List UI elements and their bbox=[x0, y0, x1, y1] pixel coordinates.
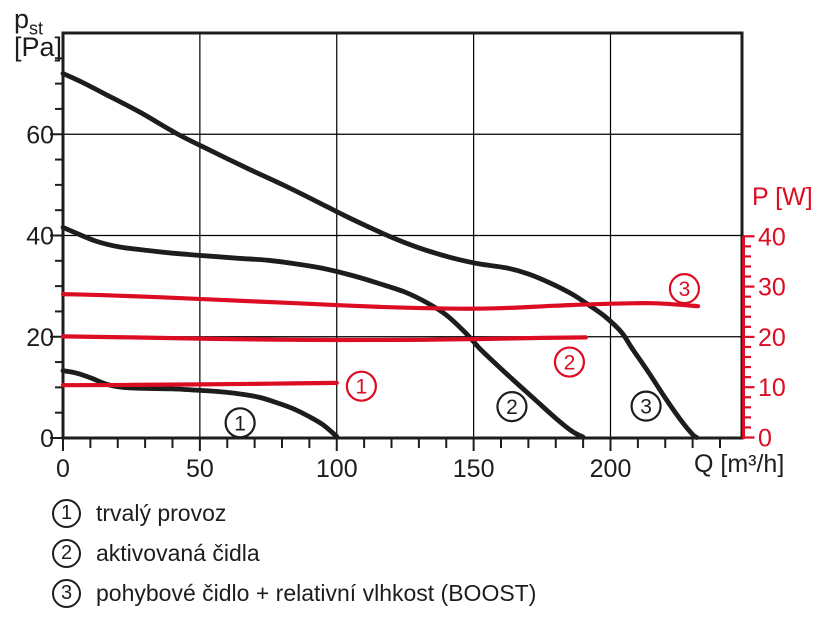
curve-marker-red-2: 2 bbox=[553, 346, 586, 378]
curve-marker-red-1: 1 bbox=[345, 370, 377, 402]
curve-marker-black-1: 1 bbox=[224, 407, 256, 439]
svg-text:3: 3 bbox=[640, 396, 652, 419]
x-axis-title: Q [m³/h] bbox=[694, 450, 785, 478]
x-tick-label-100: 100 bbox=[316, 455, 358, 483]
y-left-symbol-line: pst bbox=[14, 4, 62, 37]
legend-number-circle-3: 3 bbox=[52, 579, 81, 608]
curve-marker-black-2: 2 bbox=[496, 391, 528, 423]
y-right-axis-title: P [W] bbox=[752, 183, 813, 211]
curve-power-2 bbox=[60, 334, 588, 343]
y-left-unit: [Pa] bbox=[14, 31, 63, 62]
x-tick-label-150: 150 bbox=[453, 455, 495, 483]
y-left-tick-label-40: 40 bbox=[26, 223, 54, 251]
svg-text:2: 2 bbox=[564, 352, 576, 375]
svg-text:1: 1 bbox=[356, 376, 368, 399]
curve-power-3 bbox=[60, 292, 701, 311]
svg-text:1: 1 bbox=[234, 412, 246, 435]
svg-text:3: 3 bbox=[679, 278, 691, 301]
legend-item-2: 2 aktivovaná čidla bbox=[52, 539, 536, 568]
y-left-symbol: p bbox=[14, 4, 30, 34]
legend-label-3: pohybové čidlo + relativní vlhkost (BOOS… bbox=[96, 580, 537, 606]
y-right-tick-label-0: 0 bbox=[758, 425, 772, 453]
y-left-tick-label-0: 0 bbox=[40, 425, 54, 453]
curve-pressure-1 bbox=[60, 368, 340, 439]
y-right-tick-label-20: 20 bbox=[758, 324, 786, 352]
legend-item-3: 3 pohybové čidlo + relativní vlhkost (BOO… bbox=[52, 579, 536, 608]
y-left-tick-label-20: 20 bbox=[26, 324, 54, 352]
y-right-tick-label-40: 40 bbox=[758, 223, 786, 251]
y-left-axis-title: pst [Pa] bbox=[14, 4, 63, 62]
curve-marker-red-3: 3 bbox=[668, 273, 701, 305]
legend-label-2: aktivovaná čidla bbox=[96, 540, 260, 566]
x-tick-label-0: 0 bbox=[56, 455, 70, 483]
svg-text:2: 2 bbox=[506, 396, 518, 419]
curve-pressure-3 bbox=[60, 71, 700, 440]
curve-power-1 bbox=[60, 380, 339, 388]
chart-legend: 1 trvalý provoz 2 aktivovaná čidla 3 pohybové… bbox=[52, 499, 536, 619]
curve-pressure-2 bbox=[60, 225, 586, 440]
x-tick-label-50: 50 bbox=[186, 455, 214, 483]
legend-number-circle-1: 1 bbox=[52, 499, 81, 528]
x-tick-label-200: 200 bbox=[590, 455, 632, 483]
legend-item-1: 1 trvalý provoz bbox=[52, 499, 536, 528]
y-left-tick-label-60: 60 bbox=[26, 121, 54, 149]
y-right-tick-label-10: 10 bbox=[758, 374, 786, 402]
legend-number-circle-2: 2 bbox=[52, 539, 81, 568]
y-left-subscript: st bbox=[29, 18, 44, 39]
legend-label-1: trvalý provoz bbox=[96, 500, 227, 526]
curve-marker-black-3: 3 bbox=[630, 390, 662, 422]
y-right-tick-label-30: 30 bbox=[758, 274, 786, 302]
